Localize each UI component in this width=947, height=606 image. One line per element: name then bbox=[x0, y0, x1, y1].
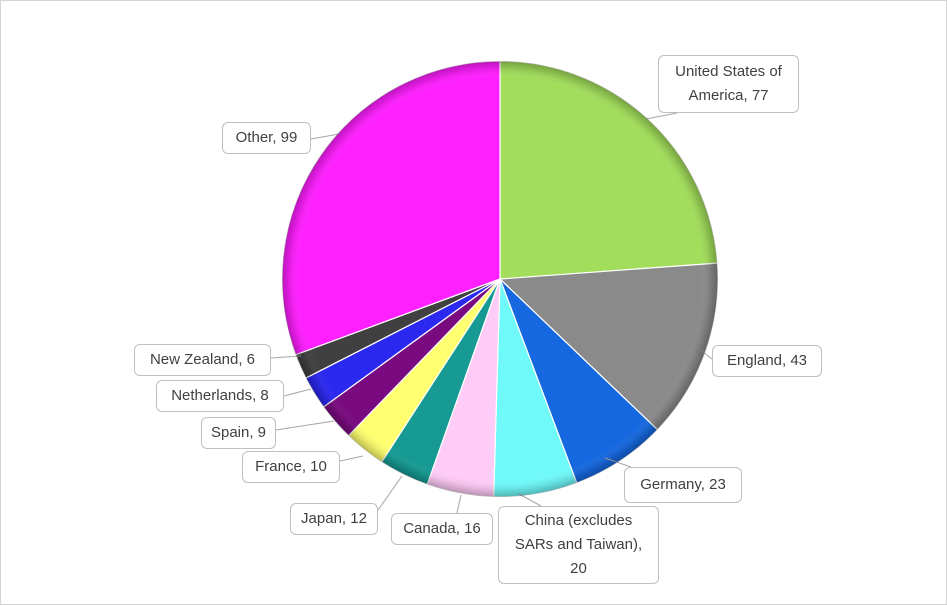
leader-line bbox=[456, 494, 462, 514]
data-label: England, 43 bbox=[712, 345, 822, 377]
data-label: Other, 99 bbox=[222, 122, 311, 154]
leader-line bbox=[275, 420, 335, 431]
data-label: United States of America, 77 bbox=[658, 55, 799, 113]
data-label: Netherlands, 8 bbox=[156, 380, 284, 412]
leader-line bbox=[645, 112, 678, 120]
leader-line bbox=[339, 455, 364, 462]
data-label: Japan, 12 bbox=[290, 503, 378, 535]
leader-line bbox=[283, 388, 312, 397]
leader-line bbox=[377, 475, 403, 511]
data-label: Spain, 9 bbox=[201, 417, 276, 449]
data-label: France, 10 bbox=[242, 451, 340, 483]
pie-slices bbox=[281, 60, 719, 498]
data-label: Germany, 23 bbox=[624, 467, 742, 503]
leader-line bbox=[518, 493, 542, 507]
data-label: New Zealand, 6 bbox=[134, 344, 271, 376]
data-label: Canada, 16 bbox=[391, 513, 493, 545]
data-label: China (excludes SARs and Taiwan), 20 bbox=[498, 506, 659, 584]
